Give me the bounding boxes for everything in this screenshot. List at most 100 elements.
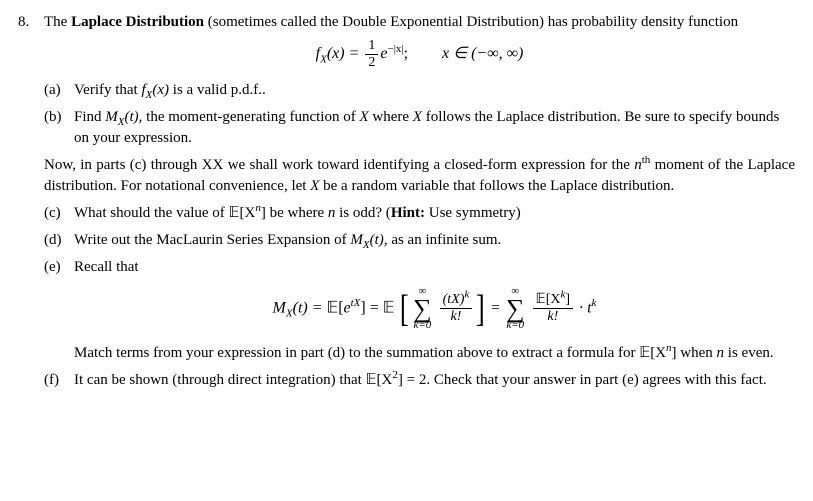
bf-e1c: ] = — [360, 299, 382, 316]
part-c: (c) What should the value of 𝔼[Xn] be wh… — [44, 203, 795, 224]
frac1-num-sup: k — [464, 289, 469, 301]
frac1-num-a: (tX) — [443, 292, 465, 307]
mid-paragraph: Now, in parts (c) through XX we shall wo… — [44, 155, 795, 197]
pdf-exp-sup: −|x| — [387, 43, 403, 55]
pdf-domain: x ∈ (−∞, ∞) — [442, 45, 523, 62]
part-b-text-a: Find — [74, 109, 105, 125]
part-d-text: Write out the MacLaurin Series Expansion… — [74, 230, 795, 251]
intro-text-b: (sometimes called the Double Exponential… — [204, 14, 738, 30]
mgf-formula: MX(t) = 𝔼[etX] = 𝔼 [∞∑k=0 (tX)kk!] = ∞∑k… — [74, 286, 795, 331]
bf-tail: · t — [575, 299, 591, 316]
part-b-text: Find MX(t), the moment-generating functi… — [74, 107, 795, 149]
bf-m: M — [273, 299, 286, 316]
mid-n: n — [634, 157, 642, 173]
part-f-label: (f) — [44, 370, 68, 391]
part-e-text: Recall that MX(t) = 𝔼[etX] = 𝔼 [∞∑k=0 (t… — [74, 257, 795, 364]
problem-number: 8. — [18, 12, 36, 397]
pdf-arg: (x) = — [327, 45, 364, 62]
sigma-2: ∑ — [506, 297, 525, 320]
part-a: (a) Verify that fX(x) is a valid p.d.f.. — [44, 80, 795, 101]
part-d-text-a: Write out the MacLaurin Series Expansion… — [74, 232, 350, 248]
frac1-num: (tX)k — [440, 293, 473, 309]
sum-1: ∞∑k=0 — [413, 286, 432, 331]
lbracket: [ — [400, 294, 409, 324]
part-e-match: Match terms from your expression in part… — [74, 345, 639, 361]
frac2-num: 𝔼[Xk] — [533, 293, 574, 309]
bf-e2: 𝔼 — [383, 299, 395, 316]
part-a-label: (a) — [44, 80, 68, 101]
part-f-text-a: It can be shown (through direct integrat… — [74, 372, 366, 388]
part-b-mx-sub: X — [118, 116, 125, 128]
bf-e1: 𝔼[ — [327, 299, 344, 316]
part-e: (e) Recall that MX(t) = 𝔼[etX] = 𝔼 [∞∑k=… — [44, 257, 795, 364]
part-b-text-c: where — [369, 109, 413, 125]
bf-arg: (t) = — [293, 299, 327, 316]
pdf-lhs-sub: X — [320, 53, 327, 65]
part-a-text-a: Verify that — [74, 82, 141, 98]
part-c-text-c: is odd? ( — [335, 205, 390, 221]
bf-e1sup: tX — [351, 297, 361, 309]
frac-2: 𝔼[Xk]k! — [533, 293, 574, 324]
rbracket: ] — [476, 294, 485, 324]
mid-c: be a random variable that follows the La… — [319, 178, 674, 194]
part-e-expr: 𝔼[X — [639, 345, 666, 361]
frac1-den: k! — [440, 309, 473, 324]
part-d-mx: M — [350, 232, 363, 248]
bf-e1b: e — [344, 299, 351, 316]
part-f-expr: 𝔼[X — [366, 372, 393, 388]
frac2-den: k! — [533, 309, 574, 324]
pdf-fraction: 12 — [365, 39, 378, 70]
part-e-label: (e) — [44, 257, 68, 364]
part-b-mx: M — [105, 109, 118, 125]
sum1-bot: k=0 — [413, 320, 432, 331]
sigma-1: ∑ — [413, 297, 432, 320]
pdf-semi: ; — [404, 45, 408, 62]
part-c-expr: 𝔼[X — [229, 205, 256, 221]
part-c-hint-bold: Hint: — [391, 205, 425, 221]
part-e-text-c: is even. — [724, 345, 774, 361]
part-e-n: n — [717, 345, 725, 361]
part-f-text-b: . Check that your answer in part (e) agr… — [426, 372, 766, 388]
part-c-label: (c) — [44, 203, 68, 224]
pdf-formula: fX(x) = 12e−|x|; x ∈ (−∞, ∞) — [44, 39, 795, 70]
part-c-text: What should the value of 𝔼[Xn] be where … — [74, 203, 795, 224]
part-b: (b) Find MX(t), the moment-generating fu… — [44, 107, 795, 149]
part-f: (f) It can be shown (through direct inte… — [44, 370, 795, 391]
mid-a: Now, in parts (c) through XX we shall wo… — [44, 157, 634, 173]
frac2-num-b: ] — [565, 292, 570, 307]
part-f-expr2: ] = 2 — [398, 372, 426, 388]
intro-text-a: The — [44, 14, 71, 30]
part-b-label: (b) — [44, 107, 68, 149]
part-c-text-b: be where — [266, 205, 328, 221]
bf-eq: = — [491, 299, 504, 316]
part-b-text-b: , the moment-generating function of — [139, 109, 360, 125]
part-e-text-b: when — [677, 345, 717, 361]
part-a-text-b: is a valid p.d.f.. — [169, 82, 266, 98]
sum-2: ∞∑k=0 — [506, 286, 525, 331]
part-a-fx-arg: (x) — [152, 82, 169, 98]
mid-x: X — [310, 178, 319, 194]
part-c-text-a: What should the value of — [74, 205, 229, 221]
frac2-num-a: 𝔼[X — [536, 292, 561, 307]
part-d-mx-sub: X — [363, 239, 370, 251]
part-d-label: (d) — [44, 230, 68, 251]
pdf-num: 1 — [365, 39, 378, 55]
problem-body: The Laplace Distribution (sometimes call… — [44, 12, 795, 397]
problem-8: 8. The Laplace Distribution (sometimes c… — [18, 12, 795, 397]
problem-intro: The Laplace Distribution (sometimes call… — [44, 12, 795, 33]
distribution-name: Laplace Distribution — [71, 14, 204, 30]
bf-tail-sup: k — [592, 297, 597, 309]
part-e-text-a: Recall that — [74, 259, 139, 275]
part-d-text-b: , as an infinite sum. — [384, 232, 501, 248]
pdf-den: 2 — [365, 55, 378, 70]
bf-msub: X — [286, 308, 293, 320]
part-a-text: Verify that fX(x) is a valid p.d.f.. — [74, 80, 795, 101]
frac-1: (tX)kk! — [440, 293, 473, 324]
mid-th: th — [642, 154, 651, 166]
part-f-text: It can be shown (through direct integrat… — [74, 370, 795, 391]
part-c-hint-rest: Use symmetry) — [425, 205, 521, 221]
part-d-mx-arg: (t) — [370, 232, 384, 248]
part-d: (d) Write out the MacLaurin Series Expan… — [44, 230, 795, 251]
part-b-x2: X — [413, 109, 422, 125]
part-b-x: X — [359, 109, 368, 125]
